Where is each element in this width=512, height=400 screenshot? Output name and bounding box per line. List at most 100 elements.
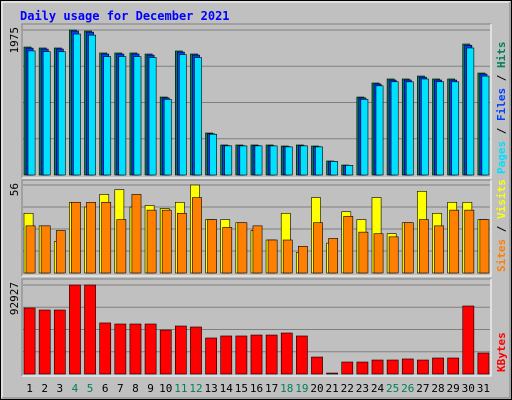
bar	[176, 212, 187, 274]
x-tick-label: 21	[326, 382, 339, 395]
x-tick-label: 31	[477, 382, 490, 395]
x-tick-label: 9	[147, 382, 154, 395]
x-tick-label: 17	[265, 382, 278, 395]
bar	[129, 323, 142, 375]
y-tick-label: 56	[8, 183, 21, 196]
x-tick-label: 13	[204, 382, 217, 395]
x-tick-label: 18	[280, 382, 293, 395]
bar	[144, 323, 157, 375]
x-tick-label: 7	[117, 382, 124, 395]
bar	[315, 146, 323, 176]
bar	[449, 209, 460, 274]
x-tick-label: 15	[235, 382, 248, 395]
bar	[131, 194, 142, 274]
bar	[373, 233, 384, 274]
bar	[436, 81, 444, 176]
bar	[220, 335, 233, 375]
x-tick-label: 14	[220, 382, 234, 395]
bar	[146, 209, 157, 274]
panel-bevel-dark	[21, 278, 491, 376]
bar	[462, 305, 475, 375]
bar	[163, 99, 172, 176]
bar	[343, 216, 354, 274]
bar	[71, 201, 81, 274]
bar	[481, 75, 490, 176]
bar	[224, 145, 233, 176]
legend-entry: Hits	[495, 42, 508, 69]
bar	[388, 236, 399, 274]
x-tick-label: 5	[87, 382, 94, 395]
bar	[254, 145, 263, 176]
bar	[103, 56, 112, 176]
x-tick-label: 2	[41, 382, 48, 395]
bar	[269, 145, 278, 176]
bar	[326, 372, 339, 375]
bar	[386, 359, 399, 375]
bar	[466, 47, 475, 176]
bar	[313, 222, 323, 274]
bar	[114, 323, 127, 375]
legend-entry: Visits	[495, 179, 508, 219]
bar	[479, 219, 490, 274]
bar	[178, 54, 187, 176]
bar	[464, 209, 475, 274]
bar	[118, 56, 127, 176]
bar	[447, 357, 460, 375]
bar	[194, 57, 202, 176]
y-tick-label: 1975	[8, 27, 21, 54]
x-tick-label: 28	[431, 382, 444, 395]
legend: Pages / Files / Hits	[495, 42, 508, 175]
bar	[265, 334, 278, 375]
bar	[40, 225, 51, 274]
bar	[222, 227, 233, 274]
bar	[148, 57, 157, 176]
bar	[38, 309, 51, 375]
legend-entry: Sites	[495, 239, 508, 272]
x-tick-label: 30	[462, 382, 475, 395]
bar	[311, 356, 323, 375]
x-tick-label: 22	[341, 382, 354, 395]
bar	[239, 145, 248, 176]
bar	[419, 219, 429, 274]
x-tick-label: 26	[401, 382, 414, 395]
x-tick-label: 19	[295, 382, 308, 395]
bar	[280, 332, 293, 375]
bar	[405, 81, 414, 176]
x-tick-label: 25	[386, 382, 399, 395]
bar	[55, 230, 66, 274]
bar	[298, 245, 308, 274]
bar	[237, 222, 248, 274]
bar	[133, 56, 142, 176]
legend: KBytes	[495, 332, 508, 372]
bar	[84, 284, 96, 375]
panel-bevel-light	[22, 180, 492, 277]
bar	[159, 329, 172, 375]
legend-entry: Files	[495, 88, 508, 121]
panel-bevel-light	[22, 279, 492, 377]
bar	[421, 78, 429, 176]
bar	[192, 197, 202, 274]
bar	[401, 358, 414, 375]
bar	[358, 231, 369, 274]
bar	[360, 99, 369, 176]
bar	[161, 209, 172, 274]
bar	[390, 81, 399, 176]
bar	[42, 51, 51, 176]
bar	[57, 51, 66, 176]
bar	[477, 352, 490, 375]
panel-bevel-dark	[21, 179, 491, 276]
bar	[88, 34, 96, 176]
bar	[432, 357, 444, 375]
bar	[73, 33, 81, 176]
bar	[345, 165, 354, 176]
x-tick-label: 6	[102, 382, 109, 395]
x-tick-label: 24	[371, 382, 385, 395]
bar	[23, 307, 36, 375]
x-tick-label: 20	[310, 382, 323, 395]
bar	[296, 335, 308, 375]
x-tick-label: 12	[189, 382, 202, 395]
bar	[403, 222, 414, 274]
bar	[417, 359, 429, 375]
bar	[252, 225, 263, 274]
